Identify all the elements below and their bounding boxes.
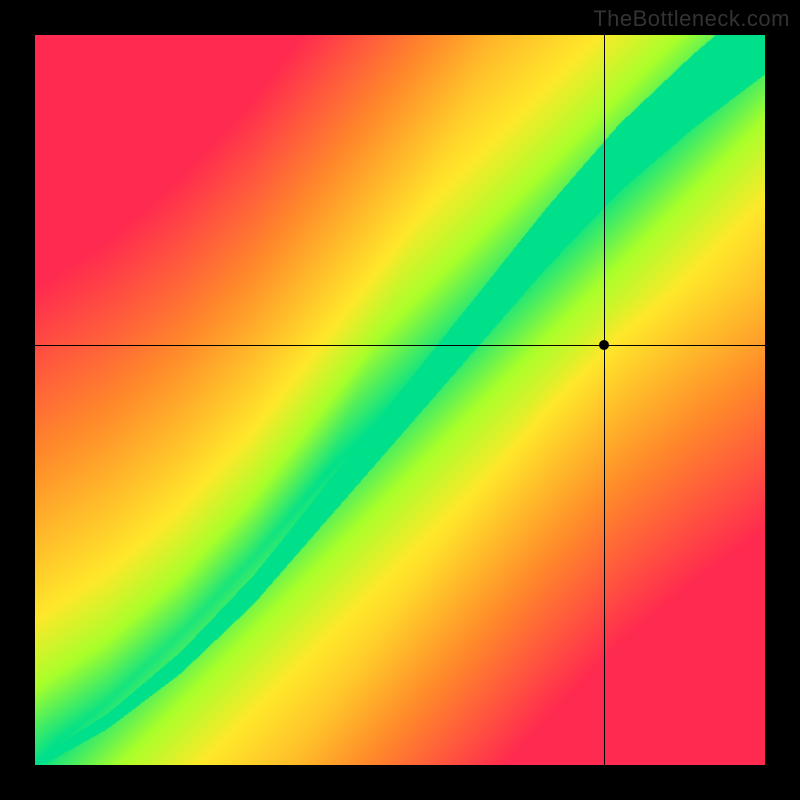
crosshair-vertical bbox=[604, 35, 605, 765]
plot-area bbox=[35, 35, 765, 765]
heatmap-canvas bbox=[35, 35, 765, 765]
watermark-text: TheBottleneck.com bbox=[593, 6, 790, 32]
crosshair-horizontal bbox=[35, 345, 765, 346]
crosshair-marker bbox=[599, 340, 609, 350]
